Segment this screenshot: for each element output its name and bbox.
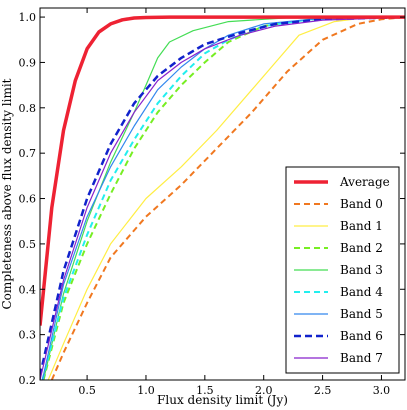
series-line-band-0	[50, 16, 405, 380]
plot-frame	[39, 7, 406, 381]
series-line-average	[40, 15, 405, 326]
legend-label: Band 3	[340, 263, 383, 277]
legend-label: Band 1	[340, 219, 383, 233]
y-tick-label: 0.7	[19, 147, 37, 160]
x-tick-label: 1.5	[196, 384, 214, 397]
series-line-band-5	[41, 16, 405, 380]
x-tick-label: 1.0	[137, 384, 155, 397]
y-tick-label: 0.2	[19, 374, 37, 387]
x-tick-label: 2.5	[314, 384, 332, 397]
legend-label: Band 6	[340, 329, 383, 343]
legend-label: Band 2	[340, 241, 383, 255]
series-line-band-1	[47, 16, 405, 380]
legend-label: Band 7	[340, 351, 383, 365]
x-axis-ticks: 0.5 1.0 1.5 2.0 2.5 3.0	[78, 8, 390, 397]
series-line-band-6	[40, 15, 405, 376]
y-tick-label: 1.0	[19, 11, 37, 24]
legend-label: Band 0	[340, 197, 383, 211]
y-axis-title: Completeness above flux density limit	[0, 78, 14, 309]
y-tick-label: 0.5	[19, 238, 37, 251]
x-axis-title: Flux density limit (Jy)	[157, 393, 288, 407]
x-tick-label: 3.0	[373, 384, 391, 397]
legend-label: Band 4	[340, 285, 383, 299]
legend: Average Band 0 Band 1 Band 2 Band 3 Band 4 Ban…	[285, 166, 400, 374]
series-line-band-7	[40, 16, 405, 380]
y-tick-label: 0.6	[19, 193, 37, 206]
y-axis-ticks: 0.2 0.3 0.4 0.5 0.6 0.7 0.8 0.9 1.0	[19, 11, 405, 387]
x-tick-label: 0.5	[78, 384, 96, 397]
series-line-band-2	[42, 16, 405, 380]
plot-lines	[40, 15, 405, 380]
x-tick-label: 2.0	[255, 384, 273, 397]
y-tick-label: 0.3	[19, 329, 37, 342]
legend-label: Band 5	[340, 307, 383, 321]
y-tick-label: 0.9	[19, 56, 37, 69]
legend-label: Average	[339, 175, 390, 189]
y-tick-label: 0.8	[19, 102, 37, 115]
y-tick-label: 0.4	[19, 283, 37, 296]
